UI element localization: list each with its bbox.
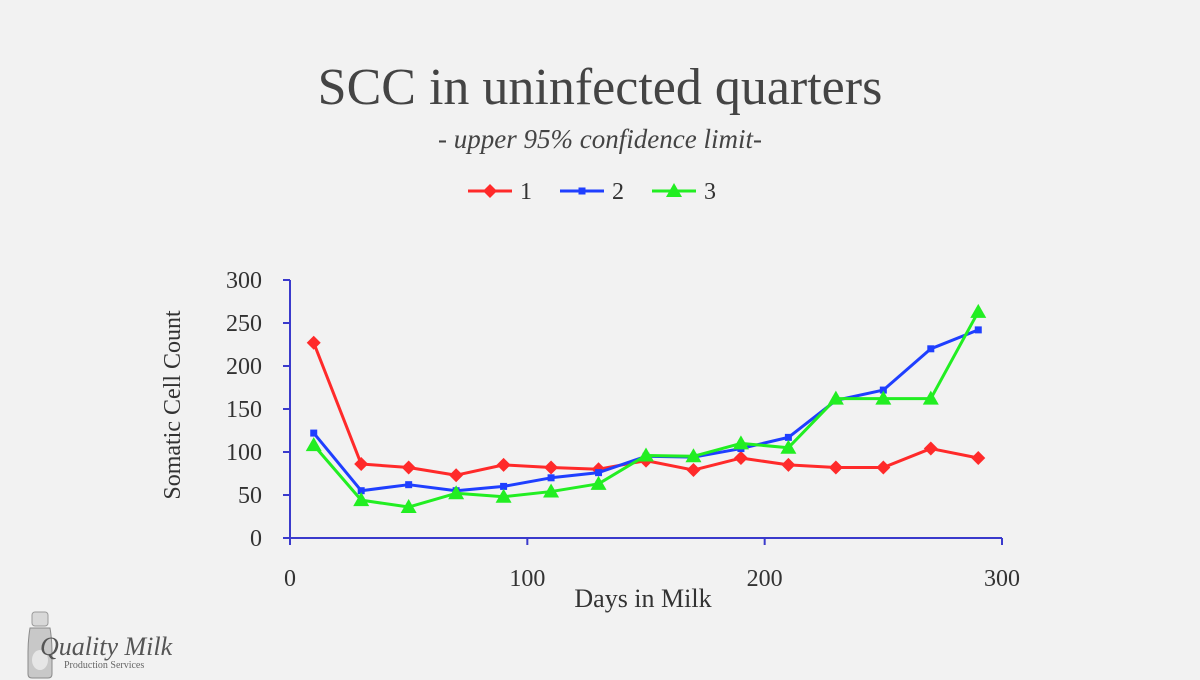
data-point <box>927 345 935 353</box>
data-point <box>781 457 796 472</box>
chart-title: SCC in uninfected quarters <box>318 59 883 116</box>
axes: 0 50 100 150 200 250 300 0 100 200 300 <box>226 268 1020 592</box>
series-layer <box>305 303 987 514</box>
data-point <box>971 451 986 466</box>
data-point <box>685 448 702 463</box>
x-axis-title: Days in Milk <box>574 584 711 613</box>
series-3 <box>305 303 987 514</box>
data-point <box>879 386 887 394</box>
data-point <box>638 447 654 462</box>
data-point <box>357 487 365 495</box>
data-point <box>401 460 416 475</box>
data-point <box>448 485 465 500</box>
logo-sub-text: Production Services <box>64 660 144 671</box>
y-tick-label: 100 <box>226 440 262 466</box>
x-tick-label: 0 <box>284 566 296 592</box>
data-point <box>732 435 749 450</box>
data-point <box>543 483 560 498</box>
data-point <box>305 437 322 452</box>
milk-bottle-icon <box>27 611 53 679</box>
legend-label: 1 <box>520 179 532 205</box>
legend-label: 3 <box>704 179 716 205</box>
data-point <box>400 499 417 514</box>
legend-swatch-marker <box>578 187 586 195</box>
legend: 1 2 3 <box>468 179 716 205</box>
legend-swatch-marker <box>666 183 682 197</box>
data-point <box>495 488 512 503</box>
x-tick-label: 200 <box>747 566 783 592</box>
data-point <box>496 457 511 472</box>
data-point <box>970 303 987 318</box>
legend-label: 2 <box>612 179 624 205</box>
data-point <box>310 429 318 437</box>
logo-main-text: Quality Milk <box>40 632 173 661</box>
y-tick-label: 300 <box>226 268 262 294</box>
data-point <box>780 439 797 454</box>
data-point <box>974 326 982 334</box>
data-point <box>500 482 508 490</box>
data-point <box>827 390 844 405</box>
data-point <box>875 390 892 405</box>
quality-milk-logo: Quality Milk Production Services <box>27 611 173 679</box>
series-line-3 <box>312 311 980 509</box>
data-point <box>354 457 369 472</box>
data-point <box>449 468 464 483</box>
data-point <box>828 460 843 475</box>
legend-item-2: 2 <box>560 179 624 205</box>
y-tick-label: 200 <box>226 354 262 380</box>
data-point <box>922 390 939 405</box>
data-point <box>686 463 701 478</box>
data-point <box>353 492 370 507</box>
x-tick-label: 300 <box>984 566 1020 592</box>
legend-item-3: 3 <box>652 179 716 205</box>
data-point <box>923 441 938 456</box>
legend-swatch-marker <box>483 184 497 198</box>
y-tick-label: 250 <box>226 311 262 337</box>
legend-item-1: 1 <box>468 179 532 205</box>
y-axis-title: Somatic Cell Count <box>160 310 186 500</box>
data-point <box>544 460 559 475</box>
data-point <box>590 475 607 490</box>
data-point <box>784 433 792 441</box>
data-point <box>876 460 891 475</box>
data-point <box>306 335 321 350</box>
data-point <box>595 469 603 477</box>
data-point <box>733 451 748 466</box>
y-tick-label: 150 <box>226 397 262 423</box>
chart-subtitle: - upper 95% confidence limit- <box>438 124 762 154</box>
x-tick-label: 100 <box>509 566 545 592</box>
data-point <box>547 474 555 482</box>
y-tick-label: 0 <box>250 526 262 552</box>
y-tick-label: 50 <box>238 483 262 509</box>
data-point <box>405 481 413 489</box>
